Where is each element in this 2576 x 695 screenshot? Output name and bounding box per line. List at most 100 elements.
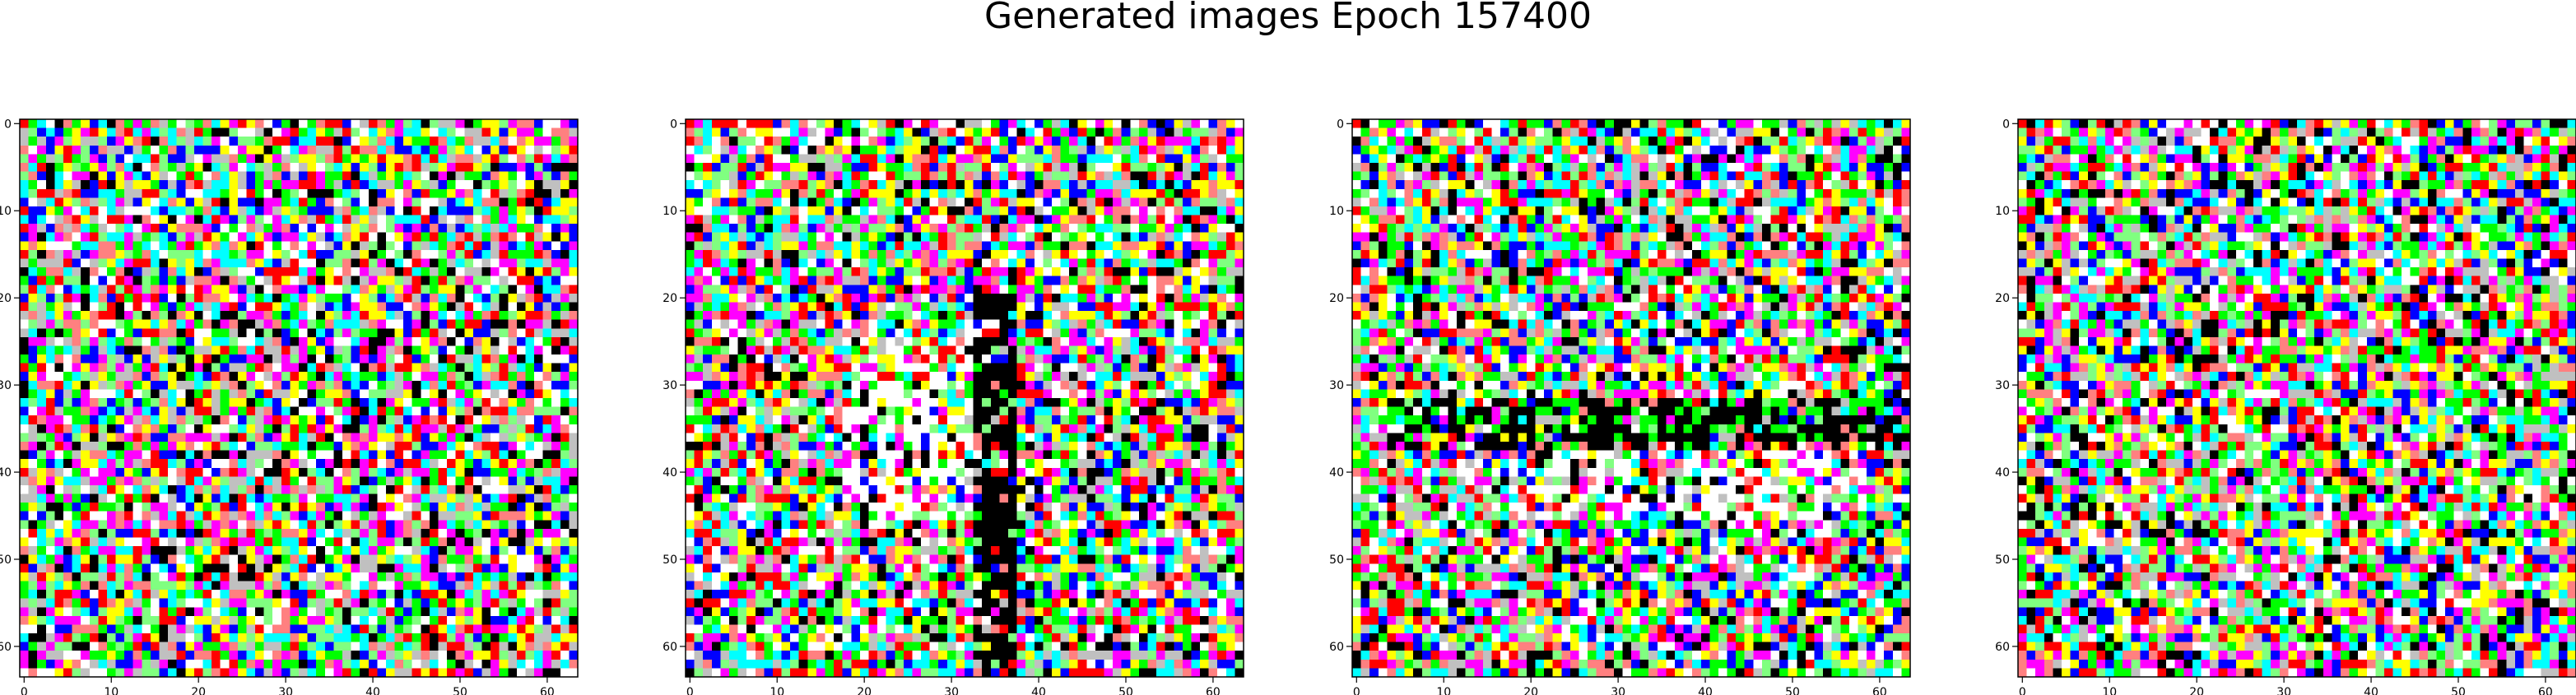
pixel-cell [1051, 224, 1062, 234]
pixel-cell [464, 476, 474, 486]
pixel-cell [316, 441, 326, 452]
pixel-cell [124, 345, 134, 355]
pixel-cell [834, 180, 844, 190]
pixel-cell [307, 188, 317, 198]
pixel-cell [394, 615, 404, 626]
pixel-cell [98, 224, 108, 234]
pixel-cell [1113, 180, 1123, 190]
pixel-cell [307, 372, 317, 382]
pixel-cell [316, 380, 326, 390]
pixel-cell [299, 441, 309, 452]
pixel-cell [246, 119, 256, 129]
pixel-cell [455, 484, 465, 495]
pixel-cell [429, 267, 439, 277]
pixel-cell [491, 433, 500, 442]
pixel-cell [551, 651, 561, 660]
pixel-cell [412, 319, 421, 329]
pixel-cell [307, 145, 317, 155]
pixel-cell [1051, 162, 1062, 173]
pixel-cell [421, 319, 430, 329]
pixel-cell [272, 354, 282, 364]
pixel-cell [229, 642, 239, 651]
pixel-cell [324, 328, 334, 338]
pixel-cell [281, 285, 291, 294]
pixel-cell [781, 162, 791, 173]
pixel-cell [1217, 145, 1227, 155]
pixel-cell [307, 511, 317, 521]
pixel-cell [368, 162, 378, 173]
pixel-cell [229, 554, 239, 564]
pixel-cell [560, 651, 570, 660]
pixel-cell [342, 484, 352, 495]
pixel-cell [81, 224, 91, 234]
pixel-cell [89, 484, 99, 495]
pixel-cell [516, 433, 527, 442]
pixel-cell [1130, 188, 1140, 198]
pixel-cell [212, 363, 221, 373]
pixel-cell [281, 572, 291, 582]
pixel-cell [938, 197, 948, 207]
pixel-cell [982, 197, 992, 207]
pixel-cell [28, 372, 38, 382]
pixel-cell [159, 180, 169, 190]
pixel-cell [307, 154, 317, 164]
pixel-cell [281, 607, 291, 617]
pixel-cell [37, 276, 47, 285]
pixel-cell [115, 119, 125, 129]
pixel-cell [1086, 224, 1096, 234]
pixel-cell [711, 145, 721, 155]
pixel-cell [333, 633, 343, 643]
pixel-cell [999, 119, 1009, 129]
pixel-cell [438, 293, 448, 303]
pixel-cell [255, 345, 265, 355]
pixel-cell [142, 450, 151, 460]
pixel-cell [106, 503, 117, 512]
pixel-cell [246, 197, 256, 207]
pixel-cell [472, 241, 483, 251]
pixel-cell [45, 319, 55, 329]
pixel-cell [220, 476, 230, 486]
pixel-cell [290, 476, 300, 486]
pixel-cell [168, 137, 178, 146]
pixel-cell [360, 188, 370, 198]
pixel-cell [255, 572, 265, 582]
pixel-cell [54, 659, 64, 669]
pixel-cell [499, 484, 509, 495]
pixel-cell [438, 528, 448, 539]
pixel-cell [299, 293, 309, 303]
pixel-cell [912, 145, 922, 155]
pixel-cell [81, 615, 91, 626]
pixel-cell [229, 406, 239, 416]
pixel-cell [220, 319, 230, 329]
pixel-cell [98, 572, 108, 582]
pixel-cell [455, 615, 465, 626]
pixel-cell [368, 241, 378, 251]
pixel-cell [798, 119, 808, 129]
pixel-cell [368, 668, 378, 678]
pixel-cell [324, 145, 334, 155]
pixel-cell [903, 162, 914, 173]
pixel-cell [859, 171, 870, 181]
pixel-cell [54, 249, 64, 260]
pixel-cell [342, 328, 352, 338]
pixel-cell [316, 206, 326, 216]
pixel-cell [764, 154, 774, 164]
pixel-cell [447, 642, 457, 651]
pixel-cell [37, 380, 47, 390]
pixel-cell [499, 241, 509, 251]
pixel-cell [202, 354, 212, 364]
pixel-cell [1138, 197, 1149, 207]
pixel-cell [421, 572, 430, 582]
pixel-cell [98, 398, 108, 408]
pixel-cell [377, 537, 387, 547]
pixel-cell [202, 415, 212, 425]
pixel-cell [447, 651, 457, 660]
pixel-cell [447, 511, 457, 521]
pixel-cell [1235, 145, 1244, 155]
pixel-cell [299, 581, 309, 591]
pixel-cell [491, 651, 500, 660]
pixel-cell [1025, 154, 1035, 164]
pixel-cell [229, 590, 239, 600]
pixel-cell [825, 154, 835, 164]
pixel-cell [81, 249, 91, 260]
